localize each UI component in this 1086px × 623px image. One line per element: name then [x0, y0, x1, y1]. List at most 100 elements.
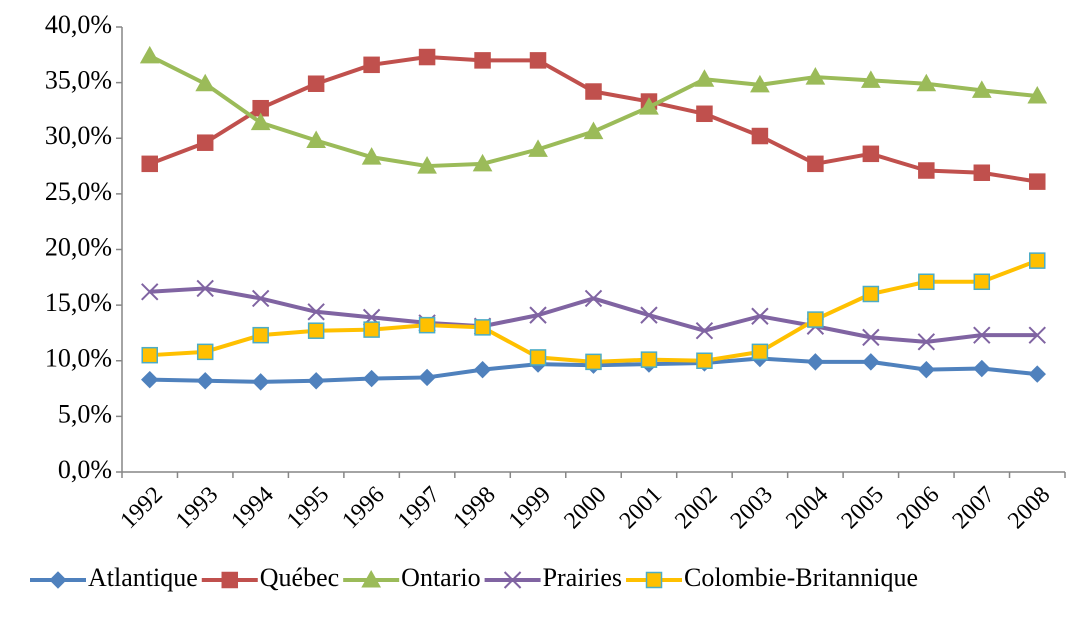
marker	[1028, 326, 1046, 344]
series	[141, 48, 1046, 190]
line	[149, 258, 1038, 364]
marker	[695, 322, 714, 340]
x-tick-label: 1995	[282, 482, 334, 534]
marker	[973, 326, 991, 344]
marker	[860, 70, 881, 88]
legend-item: Québec	[201, 563, 339, 592]
marker	[307, 322, 325, 339]
marker	[195, 73, 216, 92]
marker	[361, 569, 382, 588]
x-tick-label: 2001	[615, 482, 667, 534]
marker	[529, 349, 547, 366]
legend-label: Québec	[260, 563, 339, 592]
marker	[141, 370, 159, 389]
marker	[252, 326, 269, 344]
marker	[196, 372, 214, 390]
marker	[585, 83, 602, 100]
legend-label: Colombie-Britannique	[684, 563, 918, 592]
marker	[139, 45, 160, 64]
marker	[417, 156, 437, 174]
marker	[862, 145, 880, 163]
marker	[472, 153, 493, 172]
series	[141, 252, 1046, 371]
x-tick-label: 2008	[1003, 482, 1055, 534]
marker	[307, 303, 325, 321]
marker	[973, 273, 991, 291]
x-tick-label: 1999	[504, 482, 556, 534]
marker	[362, 369, 381, 388]
x-tick-label: 2002	[670, 482, 722, 534]
marker	[862, 353, 880, 371]
marker	[916, 73, 937, 92]
marker	[694, 69, 715, 87]
legend-item: Prairies	[484, 563, 622, 592]
marker	[862, 328, 880, 347]
marker	[973, 164, 991, 181]
y-tick-label: 30,0%	[45, 121, 112, 150]
marker	[806, 353, 825, 371]
marker	[251, 289, 270, 308]
marker	[751, 127, 769, 145]
marker	[1027, 85, 1048, 104]
x-tick-label: 2004	[781, 482, 833, 534]
marker	[418, 316, 436, 334]
marker	[696, 105, 713, 123]
marker	[750, 74, 770, 93]
series	[141, 279, 1046, 351]
marker	[751, 307, 769, 325]
marker	[1029, 252, 1046, 269]
marker	[307, 372, 325, 390]
marker	[1028, 365, 1046, 383]
marker	[503, 571, 522, 589]
x-tick-label: 2006	[892, 482, 944, 534]
marker	[640, 351, 658, 368]
marker	[862, 285, 880, 303]
legend-label: Prairies	[543, 563, 622, 592]
y-tick-label: 5,0%	[58, 399, 112, 428]
x-tick-label: 2005	[837, 482, 889, 534]
marker	[807, 155, 824, 173]
y-tick-label: 40,0%	[45, 10, 112, 39]
marker	[917, 333, 936, 351]
marker	[529, 306, 547, 324]
marker	[141, 155, 158, 173]
marker	[585, 353, 602, 371]
marker	[639, 97, 659, 115]
x-tick-label: 1994	[226, 482, 278, 534]
marker	[361, 147, 382, 165]
marker	[141, 346, 158, 364]
legend-item: Colombie-Britannique	[626, 563, 918, 592]
marker	[917, 360, 936, 379]
x-tick-label: 2000	[559, 482, 611, 534]
marker	[418, 368, 436, 387]
x-tick-label: 1997	[393, 482, 445, 534]
marker	[221, 571, 239, 589]
marker	[474, 52, 491, 69]
legend-item: Ontario	[343, 563, 481, 592]
x-tick-label: 2003	[726, 482, 778, 534]
marker	[973, 359, 991, 378]
marker	[918, 273, 935, 291]
marker	[307, 75, 325, 92]
y-tick-label: 20,0%	[45, 232, 112, 261]
marker	[251, 373, 270, 391]
x-tick-label: 1993	[171, 482, 223, 534]
marker	[363, 321, 380, 338]
marker	[583, 121, 604, 140]
x-tick-label: 1992	[116, 482, 168, 534]
marker	[807, 311, 824, 328]
legend-item: Atlantique	[30, 563, 198, 592]
marker	[474, 319, 491, 336]
marker	[645, 571, 663, 589]
marker	[196, 279, 214, 298]
marker	[971, 80, 992, 98]
y-tick-label: 15,0%	[45, 288, 112, 317]
line	[149, 55, 1038, 184]
y-tick-label: 25,0%	[45, 177, 112, 206]
x-tick-label: 2007	[948, 482, 1000, 534]
legend-label: Atlantique	[88, 563, 198, 592]
marker	[640, 306, 658, 324]
marker	[196, 134, 214, 151]
y-tick-label: 10,0%	[45, 344, 112, 373]
